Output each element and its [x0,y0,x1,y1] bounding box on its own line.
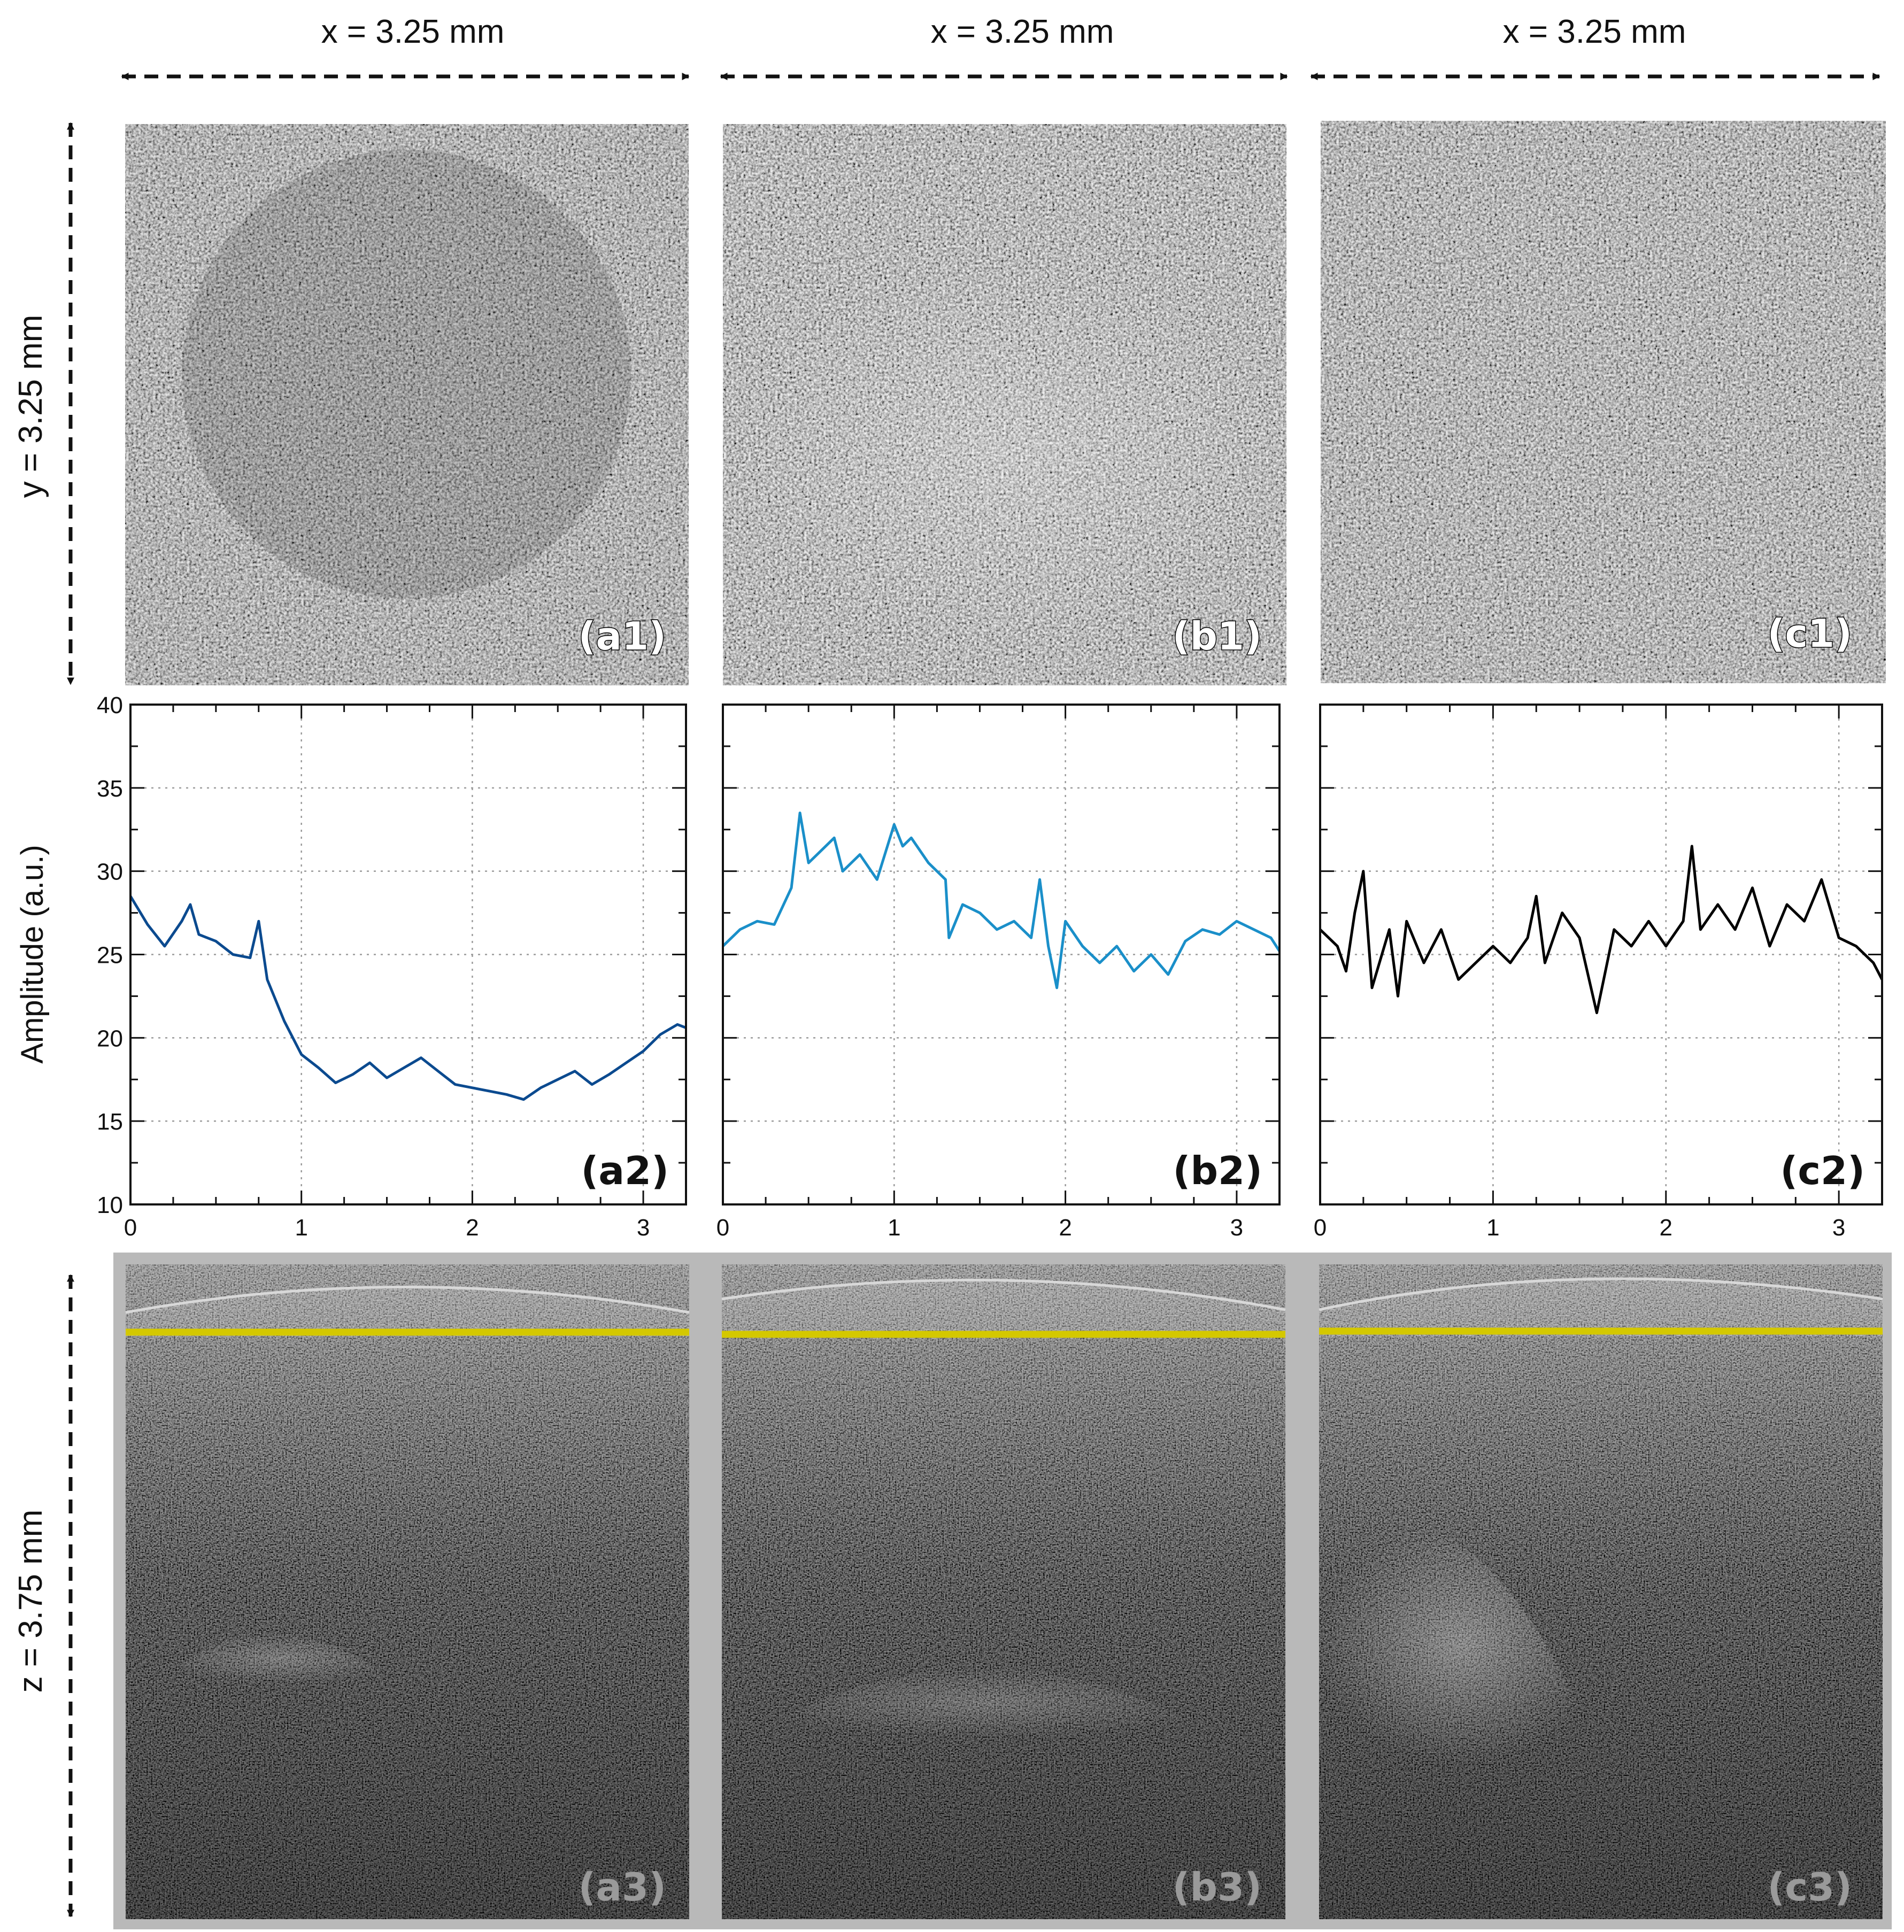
x-tick-label: 3 [1832,1215,1845,1241]
plot-frame-c2 [1319,704,1883,1205]
panel-label-a2: (a2) [581,1148,669,1193]
plot-area-c2 [1320,705,1882,1204]
bscan-image-c3: (c3) [1319,1264,1883,1919]
series-line-a2 [130,895,686,1101]
x-tick-label: 2 [1059,1215,1072,1241]
x-tick-label: 2 [1660,1215,1672,1241]
x-tick-label: 1 [888,1215,900,1241]
y-tick-label: 25 [97,942,123,969]
panel-label-a3: (a3) [579,1865,667,1910]
dimension-y-label: y = 3.25 mm [12,315,49,498]
panel-label-b1: (b1) [1173,614,1262,659]
x-tick-label: 1 [1486,1215,1499,1241]
enface-image-b1: (b1) [723,124,1286,685]
bscan-image-b3: (b3) [721,1264,1286,1919]
dimension-x-label-b: x = 3.25 mm [931,13,1114,50]
panel-label-c2: (c2) [1780,1148,1865,1193]
dimension-x-label-a: x = 3.25 mm [321,13,505,50]
plot-area-a2 [130,705,686,1204]
enface-image-c1: (c1) [1321,121,1886,683]
dimension-z-label: z = 3.75 mm [12,1510,49,1693]
x-tick-label: 0 [124,1215,137,1241]
y-tick-label: 10 [97,1192,123,1218]
panel-label-a1: (a1) [579,614,667,659]
dimension-y: y = 3.25 mm [12,122,74,685]
dimension-x-c: x = 3.25 mm [1310,13,1880,80]
x-tick-label: 3 [637,1215,650,1241]
plot-c2: 0 1 2 3 (c2) [1314,704,1883,1241]
y-tick-label: 15 [97,1109,123,1135]
plot-frame-b2 [722,704,1281,1205]
series-line-b2 [723,812,1279,990]
plot-frame-a2 [129,704,687,1205]
panel-label-b3: (b3) [1173,1865,1262,1910]
x-tick-label: 0 [716,1215,729,1241]
x-tick-label: 0 [1314,1215,1327,1241]
y-tick-label: 30 [97,859,123,885]
panel-label-c1: (c1) [1767,611,1852,656]
dimension-x-a: x = 3.25 mm [121,13,690,80]
x-tick-label: 1 [295,1215,307,1241]
plot-b2: 0 1 2 3 (b2) [716,704,1281,1241]
dimension-x-b: x = 3.25 mm [720,13,1288,80]
series-line-c2 [1320,845,1882,1015]
y-tick-label: 20 [97,1025,123,1052]
dimension-x-label-c: x = 3.25 mm [1503,13,1686,50]
y-tick-label: 35 [97,776,123,802]
x-tick-label: 3 [1230,1215,1243,1241]
y-tick-label: 40 [97,692,123,718]
x-tick-label: 2 [466,1215,479,1241]
bscan-image-a3: (a3) [125,1264,690,1919]
plot-a2: 0 1 2 3 10 15 20 25 30 35 40 (a2) [97,692,687,1241]
enface-image-a1: (a1) [125,124,689,685]
y-axis-title: Amplitude (a.u.) [15,845,50,1063]
panel-label-b2: (b2) [1173,1148,1262,1193]
dimension-z: z = 3.75 mm [12,1274,74,1918]
panel-label-c3: (c3) [1767,1865,1852,1910]
